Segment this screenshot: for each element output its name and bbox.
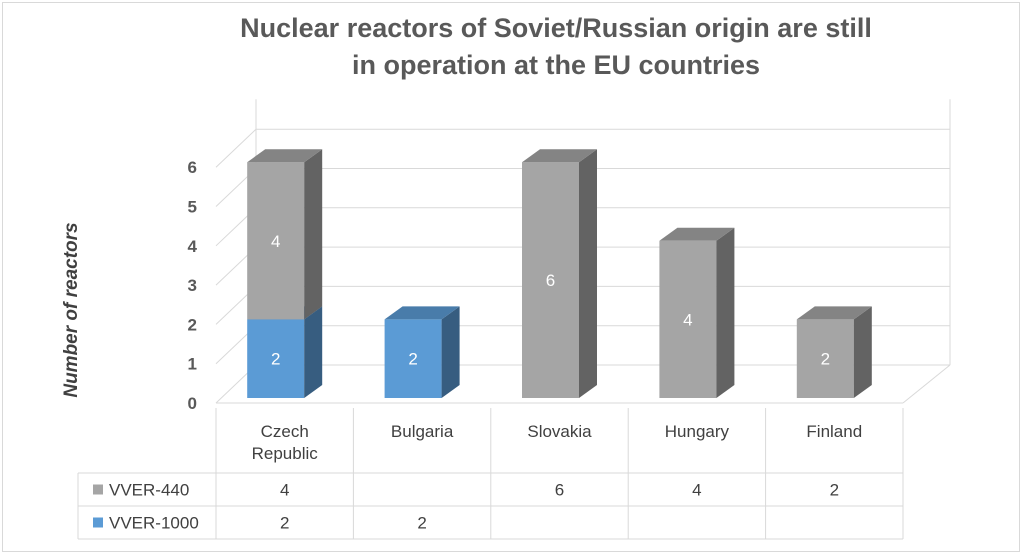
data-label: 2 — [821, 350, 830, 369]
table-cell: 6 — [555, 481, 564, 500]
data-label: 6 — [546, 271, 555, 290]
data-label: 4 — [683, 310, 692, 329]
x-tick-label: Republic — [252, 444, 319, 463]
x-tick-label: Finland — [806, 422, 862, 441]
bar-side — [579, 149, 597, 398]
legend-entry: VVER-440 — [109, 481, 189, 500]
legend-key — [93, 517, 103, 528]
y-tick-label: 4 — [188, 237, 198, 256]
x-tick-label: Czech — [261, 422, 309, 441]
x-tick-label: Bulgaria — [391, 422, 454, 441]
bar-top — [522, 149, 597, 163]
bar-top — [659, 227, 735, 241]
bar-side — [304, 149, 323, 320]
floor-edge — [902, 364, 951, 404]
bar-vver-440 — [522, 162, 579, 398]
table-cell: 4 — [692, 481, 701, 500]
y-tick-label: 3 — [188, 276, 197, 295]
bar-side — [853, 306, 872, 398]
legend-key — [93, 484, 103, 495]
chart-title: Nuclear reactors of Soviet/Russian origi… — [240, 13, 872, 80]
table-cell: 4 — [280, 481, 289, 500]
x-tick-label: Hungary — [665, 422, 730, 441]
bar-side — [441, 306, 460, 398]
data-label: 2 — [408, 350, 417, 369]
y-tick-label: 1 — [188, 355, 197, 374]
bar-vver-1000 — [384, 319, 442, 398]
table-cell: 2 — [830, 481, 839, 500]
y-tick-label: 6 — [188, 158, 197, 177]
bar-top — [384, 306, 460, 320]
bar-side — [716, 227, 735, 398]
y-tick-label: 0 — [188, 394, 197, 413]
bar-vver-440 — [659, 240, 717, 398]
bar-top — [796, 306, 872, 320]
y-tick-label: 2 — [188, 315, 197, 334]
y-tick-label: 5 — [188, 198, 197, 217]
gridline-side — [215, 128, 257, 168]
bar-vver-440 — [247, 162, 305, 320]
x-tick-label: Slovakia — [527, 422, 592, 441]
table-cell: 2 — [417, 514, 426, 533]
data-label: 4 — [271, 232, 280, 251]
bar-side — [304, 306, 323, 398]
data-label: 2 — [271, 350, 280, 369]
legend-entry: VVER-1000 — [109, 514, 199, 533]
bar-top — [247, 149, 323, 163]
bar-vver-440 — [796, 319, 854, 398]
table-cell: 2 — [280, 514, 289, 533]
bar-vver-1000 — [247, 319, 305, 398]
